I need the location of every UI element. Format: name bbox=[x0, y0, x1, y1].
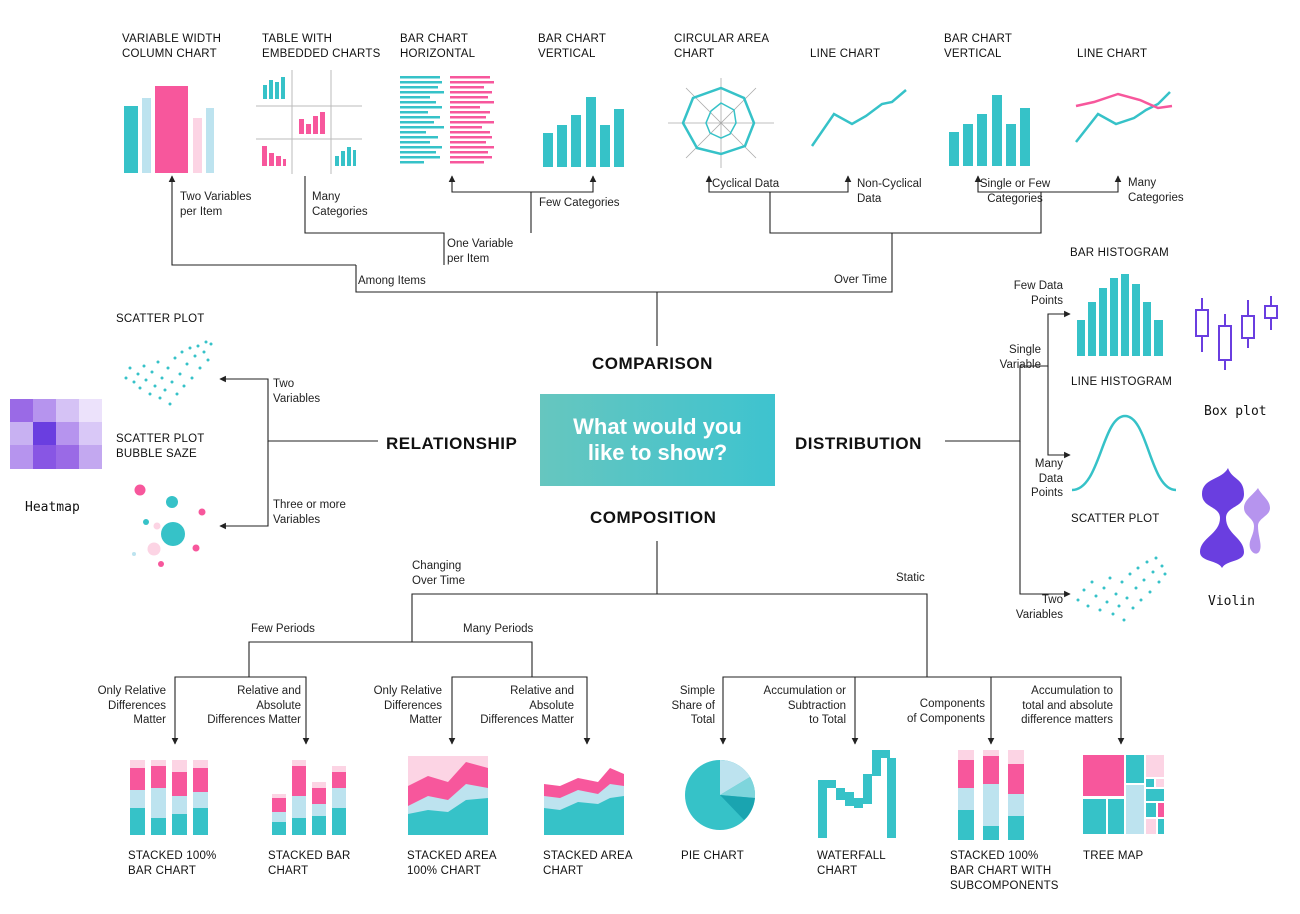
label-cyclical-data: Cyclical Data bbox=[712, 178, 780, 190]
icon-waterfall-chart bbox=[818, 750, 896, 838]
label-relative-absolute-2: Relative and Absolute Differences Matter bbox=[480, 685, 574, 726]
icon-line-histogram bbox=[1071, 414, 1177, 492]
label-non-cyclical-data: Non-Cyclical Data bbox=[857, 178, 922, 205]
title-line-histogram: LINE HISTOGRAM bbox=[1071, 376, 1172, 388]
title-circular-area-chart: CIRCULAR AREA CHART bbox=[674, 33, 770, 60]
label-over-time: Over Time bbox=[833, 274, 887, 286]
category-comparison[interactable]: COMPARISON bbox=[592, 354, 713, 373]
icon-line-chart bbox=[810, 89, 907, 147]
category-composition[interactable]: COMPOSITION bbox=[590, 508, 717, 527]
label-among-items: Among Items bbox=[358, 275, 426, 287]
title-scatter-bubble: SCATTER PLOT BUBBLE SAZE bbox=[116, 433, 205, 460]
title-stacked-area: STACKED AREA CHART bbox=[543, 850, 633, 877]
title-heatmap: Heatmap bbox=[25, 500, 80, 515]
icon-tree-map bbox=[1083, 755, 1164, 834]
title-stacked-area-100: STACKED AREA 100% CHART bbox=[407, 850, 497, 877]
label-many-categories-time: Many Categories bbox=[1128, 177, 1184, 204]
icon-stacked-100-bar bbox=[130, 760, 208, 835]
title-pie-chart: PIE CHART bbox=[681, 850, 744, 862]
icon-scatter-plot bbox=[124, 340, 213, 406]
icon-pie-chart bbox=[685, 760, 756, 830]
title-variable-width-column: VARIABLE WIDTH COLUMN CHART bbox=[122, 33, 222, 60]
label-simple-share: Simple Share of Total bbox=[671, 685, 715, 726]
label-few-categories: Few Categories bbox=[539, 197, 620, 209]
title-stacked-sub: STACKED 100% BAR CHART WITH SUBCOMPONENT… bbox=[950, 850, 1059, 892]
title-tree-map: TREE MAP bbox=[1083, 850, 1144, 862]
icon-bar-histogram bbox=[1077, 274, 1163, 356]
category-distribution[interactable]: DISTRIBUTION bbox=[795, 434, 922, 453]
icon-variable-width-column bbox=[124, 86, 214, 173]
icon-bar-chart-vertical-time bbox=[949, 95, 1030, 166]
icon-stacked-bar bbox=[272, 760, 346, 835]
label-two-variables-dist: Two Variables bbox=[1015, 594, 1063, 621]
title-box-plot: Box plot bbox=[1204, 404, 1267, 419]
icon-heatmap bbox=[10, 399, 102, 469]
icon-circular-area-chart bbox=[668, 78, 774, 168]
label-changing-over-time: Changing Over Time bbox=[412, 560, 466, 587]
icon-table-embedded-charts bbox=[256, 70, 362, 174]
label-three-or-more-variables: Three or more Variables bbox=[273, 499, 346, 526]
title-bar-chart-horizontal: BAR CHART HORIZONTAL bbox=[400, 33, 476, 60]
label-static: Static bbox=[896, 572, 925, 584]
center-question: What would you like to show? bbox=[573, 414, 742, 465]
title-scatter-plot: SCATTER PLOT bbox=[116, 313, 205, 325]
icon-stacked-area-100 bbox=[408, 756, 488, 835]
label-many-data-points: Many Data Points bbox=[1031, 458, 1063, 499]
label-many-periods: Many Periods bbox=[463, 623, 534, 635]
icon-bar-chart-vertical bbox=[543, 97, 624, 167]
label-only-relative-1: Only Relative Differences Matter bbox=[97, 685, 166, 726]
title-waterfall-chart: WATERFALL CHART bbox=[817, 850, 886, 877]
title-stacked-bar: STACKED BAR CHART bbox=[268, 850, 351, 877]
title-line-chart-multi: LINE CHART bbox=[1077, 48, 1148, 60]
label-many-categories: Many Categories bbox=[312, 191, 368, 218]
title-bar-histogram: BAR HISTOGRAM bbox=[1070, 247, 1169, 259]
label-two-variables: Two Variables bbox=[273, 378, 321, 405]
label-single-variable: Single Variable bbox=[999, 344, 1041, 371]
label-two-variables-per-item: Two Variables per Item bbox=[180, 191, 252, 218]
label-accumulation-absolute: Accumulation to total and absolute diffe… bbox=[1021, 685, 1113, 726]
category-relationship[interactable]: RELATIONSHIP bbox=[386, 434, 518, 453]
icon-bubble-scatter bbox=[132, 484, 206, 567]
title-scatter-plot-dist: SCATTER PLOT bbox=[1071, 513, 1160, 525]
icon-violin bbox=[1200, 468, 1270, 568]
icon-bar-chart-horizontal bbox=[400, 76, 494, 164]
icon-box-plot bbox=[1195, 296, 1278, 370]
title-bar-chart-vertical-time: BAR CHART VERTICAL bbox=[944, 33, 1013, 60]
title-bar-chart-vertical: BAR CHART VERTICAL bbox=[538, 33, 607, 60]
title-table-embedded-charts: TABLE WITH EMBEDDED CHARTS bbox=[262, 33, 381, 60]
center-question-box: What would you like to show? bbox=[540, 394, 775, 486]
label-few-data-points: Few Data Points bbox=[1013, 280, 1063, 307]
title-line-chart: LINE CHART bbox=[810, 48, 881, 60]
icon-scatter-plot-dist bbox=[1076, 556, 1167, 622]
label-one-variable-per-item: One Variable per Item bbox=[447, 238, 514, 265]
label-accumulation-subtraction: Accumulation or Subtraction to Total bbox=[763, 685, 846, 726]
label-relative-absolute-1: Relative and Absolute Differences Matter bbox=[207, 685, 301, 726]
title-stacked-100-bar: STACKED 100% BAR CHART bbox=[128, 850, 217, 877]
label-few-periods: Few Periods bbox=[251, 623, 315, 635]
title-violin: Violin bbox=[1208, 594, 1255, 609]
icon-stacked-area bbox=[544, 768, 624, 835]
label-single-few-categories: Single or Few Categories bbox=[979, 178, 1051, 205]
label-only-relative-2: Only Relative Differences Matter bbox=[373, 685, 442, 726]
icon-stacked-sub bbox=[958, 750, 1024, 840]
icon-line-chart-multi bbox=[1075, 91, 1173, 143]
label-components-of-components: Components of Components bbox=[907, 698, 985, 725]
